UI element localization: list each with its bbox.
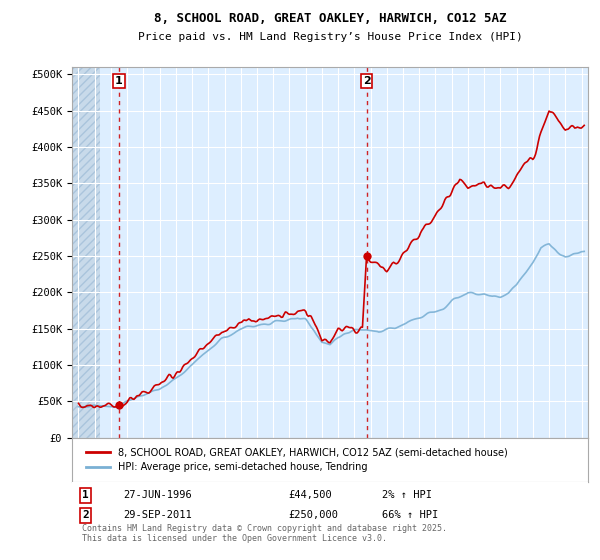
Text: 2: 2: [362, 77, 370, 86]
Text: 66% ↑ HPI: 66% ↑ HPI: [382, 511, 438, 520]
Text: 27-JUN-1996: 27-JUN-1996: [124, 491, 193, 501]
Text: £250,000: £250,000: [289, 511, 339, 520]
Text: 1: 1: [115, 77, 123, 86]
Text: 1: 1: [82, 491, 89, 501]
Text: Price paid vs. HM Land Registry’s House Price Index (HPI): Price paid vs. HM Land Registry’s House …: [137, 32, 523, 42]
Text: Contains HM Land Registry data © Crown copyright and database right 2025.
This d: Contains HM Land Registry data © Crown c…: [82, 524, 448, 543]
Text: 2% ↑ HPI: 2% ↑ HPI: [382, 491, 431, 501]
Text: 29-SEP-2011: 29-SEP-2011: [124, 511, 193, 520]
Bar: [72, 67, 100, 438]
Text: 8, SCHOOL ROAD, GREAT OAKLEY, HARWICH, CO12 5AZ: 8, SCHOOL ROAD, GREAT OAKLEY, HARWICH, C…: [154, 12, 506, 25]
Text: £44,500: £44,500: [289, 491, 332, 501]
Legend: 8, SCHOOL ROAD, GREAT OAKLEY, HARWICH, CO12 5AZ (semi-detached house), HPI: Aver: 8, SCHOOL ROAD, GREAT OAKLEY, HARWICH, C…: [82, 444, 512, 476]
Text: 2: 2: [82, 511, 89, 520]
